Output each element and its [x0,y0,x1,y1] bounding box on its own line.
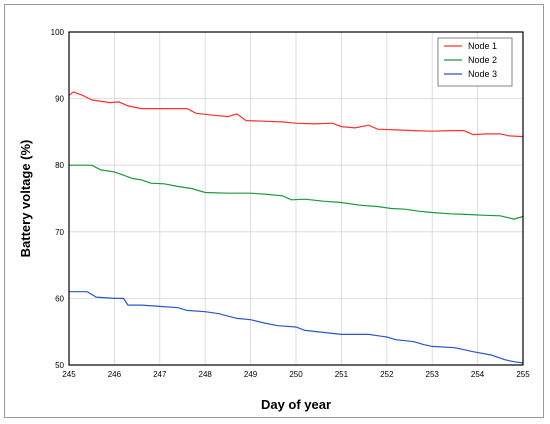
series-line-3 [69,291,524,364]
legend-label: Node 2 [468,55,497,65]
x-tick-label: 247 [153,370,167,379]
x-axis-title: Day of year [261,397,331,412]
y-tick-label: 60 [55,294,64,303]
y-tick-label: 70 [55,228,64,237]
y-tick-label: 50 [55,361,64,370]
series-line-1 [68,91,524,138]
x-tick-label: 251 [335,370,349,379]
axis-ticks: 245 246 247 248 249 250 251 252 253 254 255 50 60 70 8… [51,28,531,379]
y-tick-label: 90 [55,95,64,104]
series-lines [68,91,524,364]
x-tick-label: 249 [244,370,258,379]
x-tick-label: 253 [426,370,440,379]
x-tick-label: 250 [289,370,303,379]
series-line-2 [69,164,524,220]
x-tick-label: 246 [108,370,122,379]
legend-label: Node 3 [468,69,497,79]
x-tick-label: 245 [62,370,76,379]
x-tick-label: 248 [199,370,213,379]
x-tick-label: 252 [380,370,394,379]
x-tick-label: 255 [516,370,530,379]
y-tick-label: 100 [51,28,65,37]
y-axis-title: Battery voltage (%) [18,140,33,258]
plot-border [68,31,524,366]
x-tick-label: 254 [471,370,485,379]
legend: Node 1 Node 2 Node 3 [437,37,513,87]
legend-label: Node 1 [468,41,497,51]
y-tick-label: 80 [55,161,64,170]
